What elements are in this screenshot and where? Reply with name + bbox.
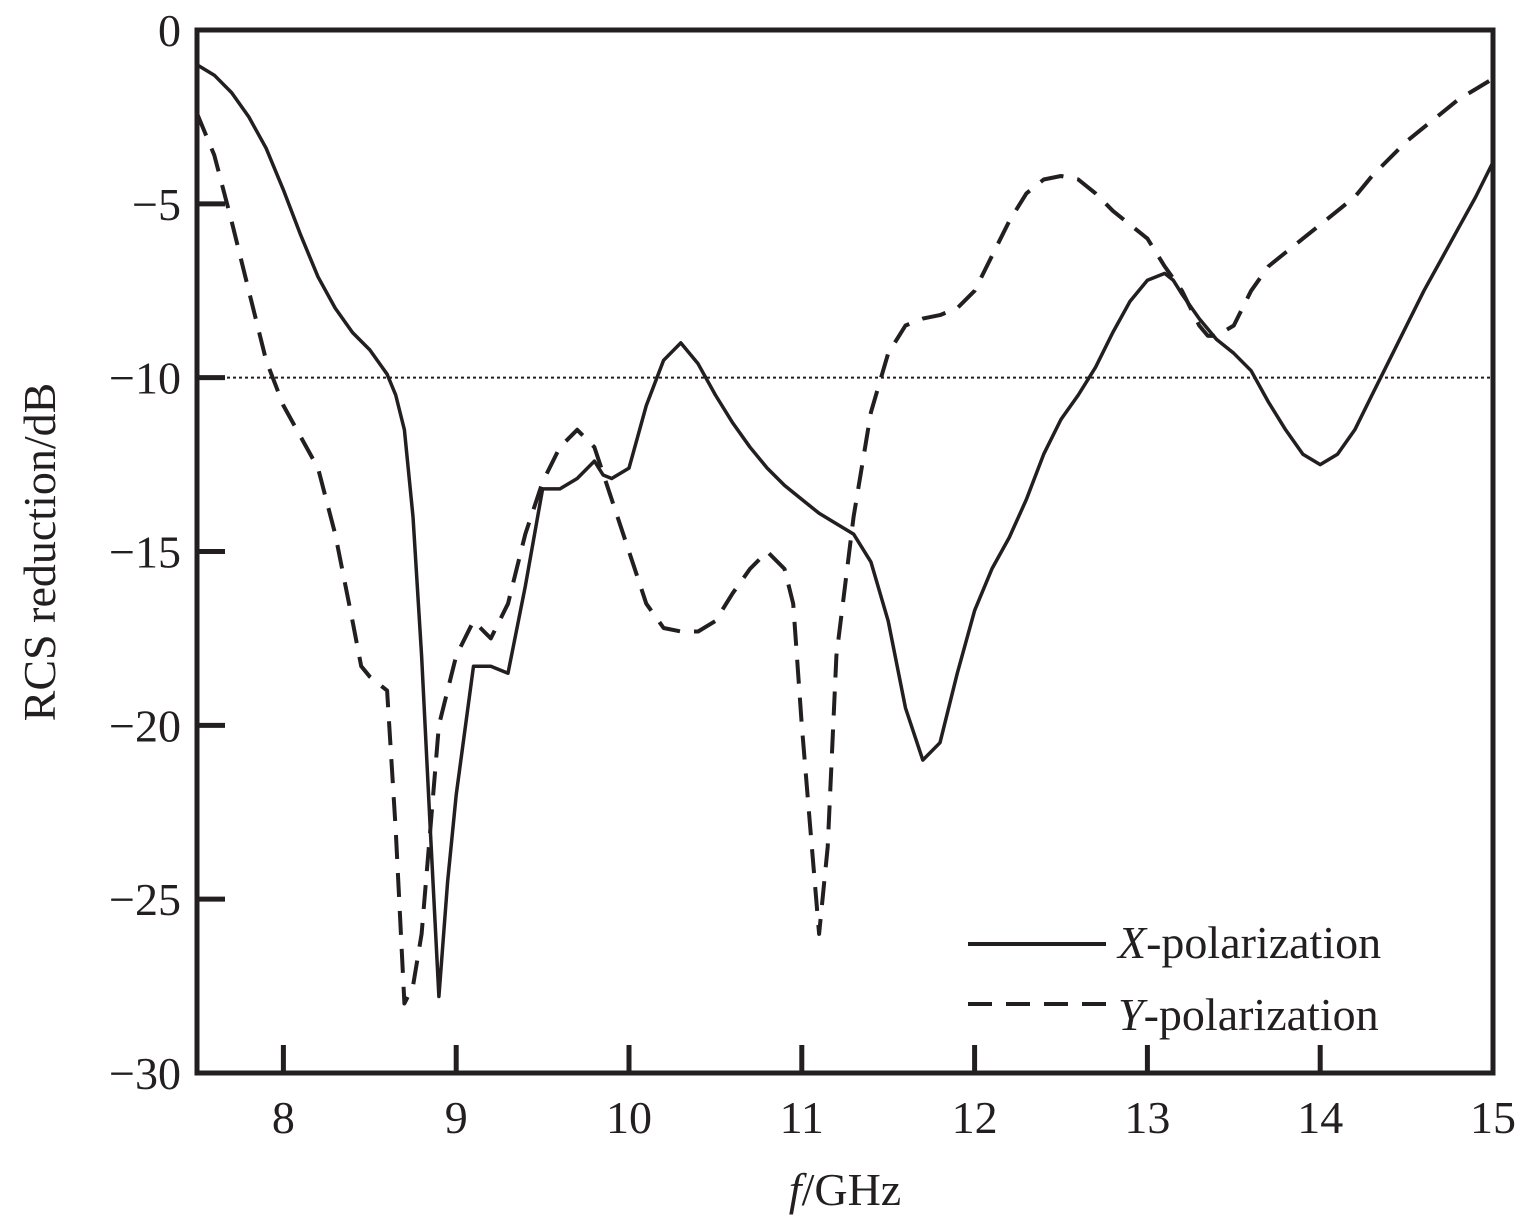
legend-label-y-rest: -polarization [1144,989,1379,1040]
x-tick-label: 8 [272,1092,295,1143]
legend-label-y-polarization: Y-polarization [1118,989,1379,1040]
plot-frame [194,27,1496,1076]
x-axis-label: f/GHz [789,1164,901,1215]
x-tick-label: 10 [606,1092,652,1143]
series-line-x-polarization [196,63,1495,999]
legend-label-x-symbol: X [1116,917,1148,968]
y-tick-label: −20 [109,700,181,751]
x-tick-label: 13 [1124,1092,1170,1143]
x-tick-label: 9 [445,1092,468,1143]
y-axis-label: RCS reduction/dB [14,383,65,722]
x-tick-label: 11 [780,1092,824,1143]
legend-label-x-rest: -polarization [1146,917,1381,968]
legend-label-y-symbol: Y [1118,989,1148,1040]
y-tick-label: 0 [158,5,181,56]
x-tick-label: 12 [952,1092,998,1143]
x-tick-label: 15 [1470,1092,1516,1143]
x-tick-label: 14 [1297,1092,1343,1143]
series-line-y-polarization [195,76,1495,1006]
legend-label-x-polarization: X-polarization [1116,917,1381,968]
y-tick-label: −25 [109,874,181,925]
x-axis-label-unit: /GHz [802,1164,902,1215]
y-tick-label: −15 [109,527,181,578]
y-tick-label: −30 [109,1048,181,1099]
y-tick-label: −10 [109,353,181,404]
y-tick-label: −5 [132,179,181,230]
legend: X-polarization Y-polarization [968,917,1381,1040]
